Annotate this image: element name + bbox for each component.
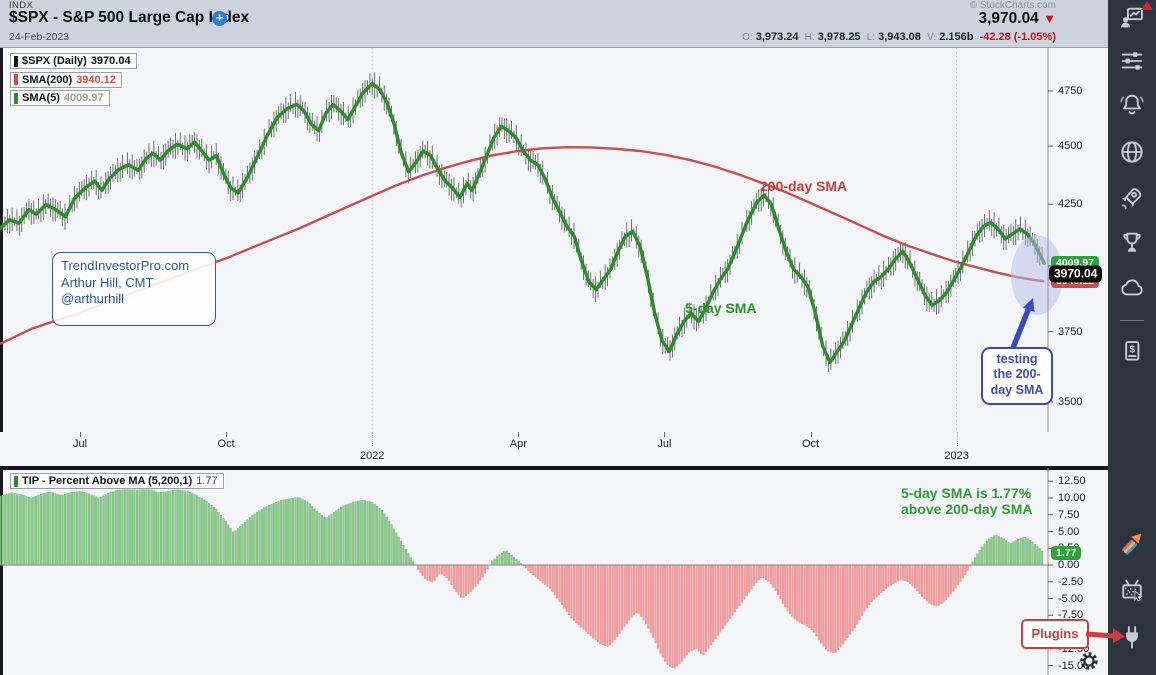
- date-tick-mark: [664, 432, 666, 437]
- rainbow-arrow-icon[interactable]: [1118, 529, 1146, 557]
- indicator-chart-canvas: [0, 468, 1108, 675]
- date-tick-mark: [518, 432, 520, 437]
- page-title: $SPX - S&P 500 Large Cap Index: [9, 9, 250, 26]
- legend-swatch: [14, 55, 18, 67]
- indicator-legend[interactable]: TIP - Percent Above MA (5,200,1) 1.77: [10, 473, 224, 489]
- date-axis: Jul Oct 2022 Apr Jul Oct 2023: [0, 432, 1108, 466]
- chart-date: 24-Feb-2023: [9, 31, 70, 43]
- testing-line-2: the 200-: [993, 367, 1041, 382]
- globe-icon[interactable]: [1118, 138, 1146, 166]
- high-key: H:: [804, 32, 815, 43]
- sma200-annotation: 200-day SMA: [760, 178, 848, 194]
- panel-separator: [0, 466, 1108, 468]
- legend-label: SMA(5): [22, 92, 60, 104]
- percent-note-line-2: above 200-day SMA: [901, 501, 1033, 518]
- date-tick-label: Oct: [217, 438, 235, 450]
- date-tick-label: Jul: [72, 438, 88, 450]
- rocket-icon[interactable]: [1118, 184, 1146, 212]
- exchange-label: INDX: [9, 0, 34, 11]
- testing-callout: testing the 200- day SMA: [981, 347, 1053, 405]
- cloud-icon[interactable]: [1118, 274, 1146, 302]
- percent-above-ma-bars: [0, 488, 1044, 669]
- date-tick-mark: [80, 432, 81, 437]
- change-value: -42.28 (-1.05%): [979, 31, 1056, 43]
- date-tick-label: Apr: [509, 438, 527, 450]
- price-panel: [0, 48, 1108, 432]
- last-price: 3,970.04 ▼: [978, 10, 1056, 28]
- plug-icon[interactable]: [1118, 623, 1146, 651]
- chart-header: INDX $SPX - S&P 500 Large Cap Index + 24…: [0, 0, 1108, 48]
- sma5-line: [0, 81, 1046, 365]
- testing-line-3: day SMA: [990, 382, 1044, 397]
- legend-value: 3940.12: [76, 73, 116, 86]
- legend-chip[interactable]: SMA(200) 3940.12: [10, 71, 122, 88]
- high-value: 3,978.25: [817, 31, 861, 43]
- credit-annotation: TrendInvestorPro.com Arthur Hill, CMT @a…: [52, 252, 216, 326]
- callout-arrow: [1010, 307, 1032, 350]
- date-tick-label: 2022: [359, 450, 385, 462]
- gear-icon[interactable]: [1078, 650, 1100, 672]
- toolbar-sidebar: $: [1108, 0, 1156, 675]
- plugins-callout: Plugins: [1021, 619, 1089, 649]
- indicator-legend-value: 1.77: [196, 475, 218, 487]
- date-tick-mark: [226, 432, 228, 437]
- credit-line-3: @arthurhill: [61, 291, 125, 307]
- alerts-icon[interactable]: [1118, 91, 1146, 119]
- trophy-icon[interactable]: [1118, 229, 1146, 257]
- legend-swatch: [14, 92, 18, 104]
- date-tick-mark: [810, 432, 812, 437]
- corner-flag-icon: [1141, 1, 1153, 10]
- last-price-value: 3,970.04: [978, 10, 1039, 27]
- sliders-icon[interactable]: [1118, 47, 1146, 75]
- open-key: O:: [742, 32, 753, 43]
- down-arrow-icon: ▼: [1043, 11, 1056, 26]
- sma5-annotation: 5-day SMA: [685, 300, 757, 316]
- date-tick-label: 2023: [944, 450, 969, 462]
- svg-text:$: $: [1129, 345, 1135, 356]
- open-value: 3,973.24: [755, 31, 799, 43]
- low-value: 3,943.08: [878, 31, 921, 43]
- volume-value: 2.156b: [939, 31, 974, 43]
- percent-note-line-1: 5-day SMA is 1.77%: [901, 485, 1032, 501]
- sidebar-divider: [1120, 320, 1144, 321]
- legend-value: 4009.97: [63, 92, 104, 104]
- legend-value: 3970.04: [90, 55, 131, 67]
- instructor-icon[interactable]: [1118, 4, 1146, 32]
- price-chart-canvas: [0, 48, 1108, 432]
- legend-label: $SPX (Daily): [22, 55, 87, 67]
- plugins-arrow: [1085, 628, 1125, 643]
- ohlc-readout: O: 3,973.24 H: 3,978.25 L: 3,943.08 V: 2…: [742, 31, 1056, 43]
- legend-chip[interactable]: $SPX (Daily) 3970.04: [10, 53, 137, 69]
- indicator-swatch: [14, 475, 18, 487]
- percent-note-annotation: 5-day SMA is 1.77% above 200-day SMA: [901, 485, 1033, 517]
- indicator-legend-label: TIP - Percent Above MA (5,200,1): [22, 475, 193, 487]
- tv-static-icon[interactable]: [1118, 576, 1146, 604]
- date-tick-label: Jul: [657, 438, 672, 450]
- date-tick-mark: [372, 432, 374, 446]
- testing-line-1: testing: [996, 352, 1038, 366]
- billing-icon[interactable]: $: [1118, 338, 1146, 366]
- volume-key: V:: [927, 32, 937, 43]
- legend-chip[interactable]: SMA(5) 4009.97: [10, 90, 110, 106]
- highlight-ellipse: [1011, 235, 1063, 315]
- credit-line-1: TrendInvestorPro.com: [61, 258, 190, 273]
- indicator-panel: [0, 468, 1108, 675]
- legend-label: SMA(200): [22, 73, 73, 86]
- credit-line-2: Arthur Hill, CMT: [61, 274, 154, 290]
- low-key: L:: [866, 32, 876, 43]
- date-tick-mark: [956, 432, 959, 446]
- copyright-label: © StockCharts.com: [969, 0, 1056, 11]
- date-tick-label: Oct: [801, 438, 820, 450]
- legend-swatch: [14, 74, 18, 85]
- add-symbol-icon[interactable]: +: [212, 11, 227, 26]
